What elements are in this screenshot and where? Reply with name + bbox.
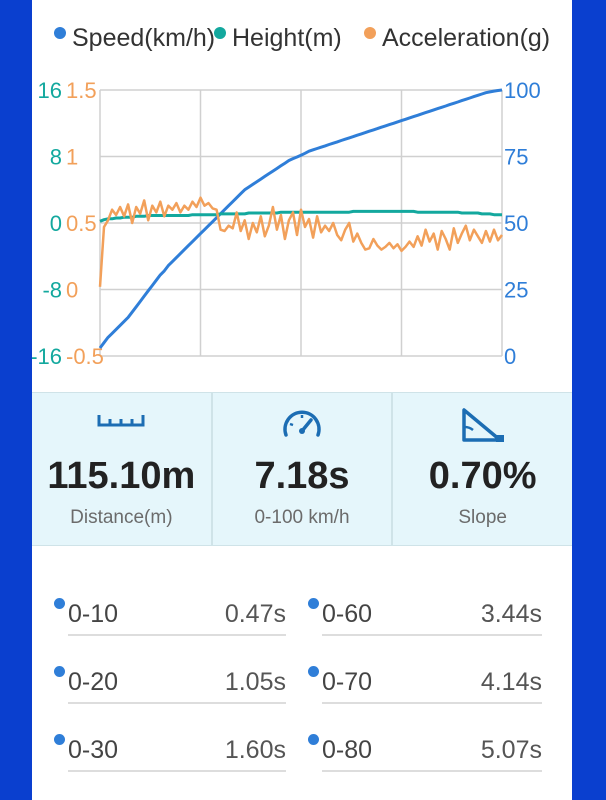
legend-label-height: Height(m) <box>232 24 342 52</box>
zero-to-hundred-label: 0-100 km/h <box>254 507 350 528</box>
bullet-dot-icon <box>308 666 319 677</box>
split-divider <box>322 770 542 772</box>
split-time: 1.60s <box>224 736 286 764</box>
split-time: 0.47s <box>224 600 286 628</box>
acceleration-tick-label: 1.5 <box>66 78 97 103</box>
height-tick-label: 0 <box>50 211 62 236</box>
acceleration-tick-label: -0.5 <box>66 344 104 369</box>
stat-distance: 115.10m Distance(m) <box>32 393 211 545</box>
split-divider <box>68 634 286 636</box>
split-row: 0-60 3.44s <box>308 580 542 636</box>
split-range: 0-30 <box>68 736 119 764</box>
distance-value: 115.10m <box>47 455 196 497</box>
split-time: 1.05s <box>224 668 286 696</box>
chart-grid <box>99 89 503 357</box>
bullet-dot-icon <box>308 598 319 609</box>
legend-label-speed: Speed(km/h) <box>72 24 215 52</box>
split-row: 0-10 0.47s <box>54 580 286 636</box>
acceleration-tick-label: 0.5 <box>66 211 97 236</box>
legend-dot-acceleration <box>364 27 376 39</box>
zero-to-hundred-value: 7.18s <box>254 455 350 497</box>
split-row: 0-20 1.05s <box>54 648 286 704</box>
bullet-dot-icon <box>308 734 319 745</box>
results-panel: Speed(km/h) Height(m) Acceleration(g) -1… <box>32 0 572 800</box>
split-range: 0-60 <box>322 600 373 628</box>
slope-value: 0.70% <box>428 455 537 497</box>
split-row: 0-70 4.14s <box>308 648 542 704</box>
acceleration-series-line <box>98 196 503 287</box>
bullet-dot-icon <box>54 734 65 745</box>
speed-tick-label: 100 <box>504 78 541 103</box>
height-tick-label: -8 <box>42 278 62 303</box>
split-divider <box>322 702 542 704</box>
chart-legend: Speed(km/h) Height(m) Acceleration(g) <box>54 24 550 52</box>
legend-dot-height <box>214 27 226 39</box>
split-range: 0-10 <box>68 600 119 628</box>
height-tick-label: -16 <box>32 344 62 369</box>
ruler-icon <box>97 415 145 427</box>
speed-tick-label: 0 <box>504 344 516 369</box>
bullet-dot-icon <box>54 598 65 609</box>
speedometer-icon <box>283 410 321 437</box>
stat-acceleration-time: 7.18s 0-100 km/h <box>210 393 392 545</box>
acceleration-tick-label: 0 <box>66 278 78 303</box>
split-range: 0-20 <box>68 668 119 696</box>
slope-label: Slope <box>458 507 507 528</box>
split-divider <box>68 702 286 704</box>
performance-chart: Speed(km/h) Height(m) Acceleration(g) -1… <box>32 24 550 369</box>
bullet-dot-icon <box>54 666 65 677</box>
split-divider <box>68 770 286 772</box>
height-tick-label: 8 <box>50 145 62 170</box>
split-divider <box>322 634 542 636</box>
speed-series-line <box>98 88 503 349</box>
speed-tick-label: 25 <box>504 278 528 303</box>
distance-label: Distance(m) <box>70 507 173 528</box>
stat-slope: 0.70% Slope <box>391 393 572 545</box>
legend-label-acceleration: Acceleration(g) <box>382 24 550 52</box>
split-range: 0-80 <box>322 736 373 764</box>
chart-series <box>98 88 503 349</box>
legend-dot-speed <box>54 27 66 39</box>
split-time: 4.14s <box>480 668 542 696</box>
slope-icon <box>461 408 504 442</box>
split-row: 0-80 5.07s <box>308 716 542 772</box>
split-row: 0-30 1.60s <box>54 716 286 772</box>
split-time: 5.07s <box>480 736 542 764</box>
split-range: 0-70 <box>322 668 373 696</box>
stats-bar: 115.10m Distance(m) 7.18s 0-100 km/h 0.7… <box>32 392 572 546</box>
split-time: 3.44s <box>480 600 542 628</box>
speed-tick-label: 75 <box>504 145 528 170</box>
acceleration-tick-label: 1 <box>66 145 78 170</box>
height-tick-label: 16 <box>38 78 62 103</box>
speed-tick-label: 50 <box>504 211 528 236</box>
